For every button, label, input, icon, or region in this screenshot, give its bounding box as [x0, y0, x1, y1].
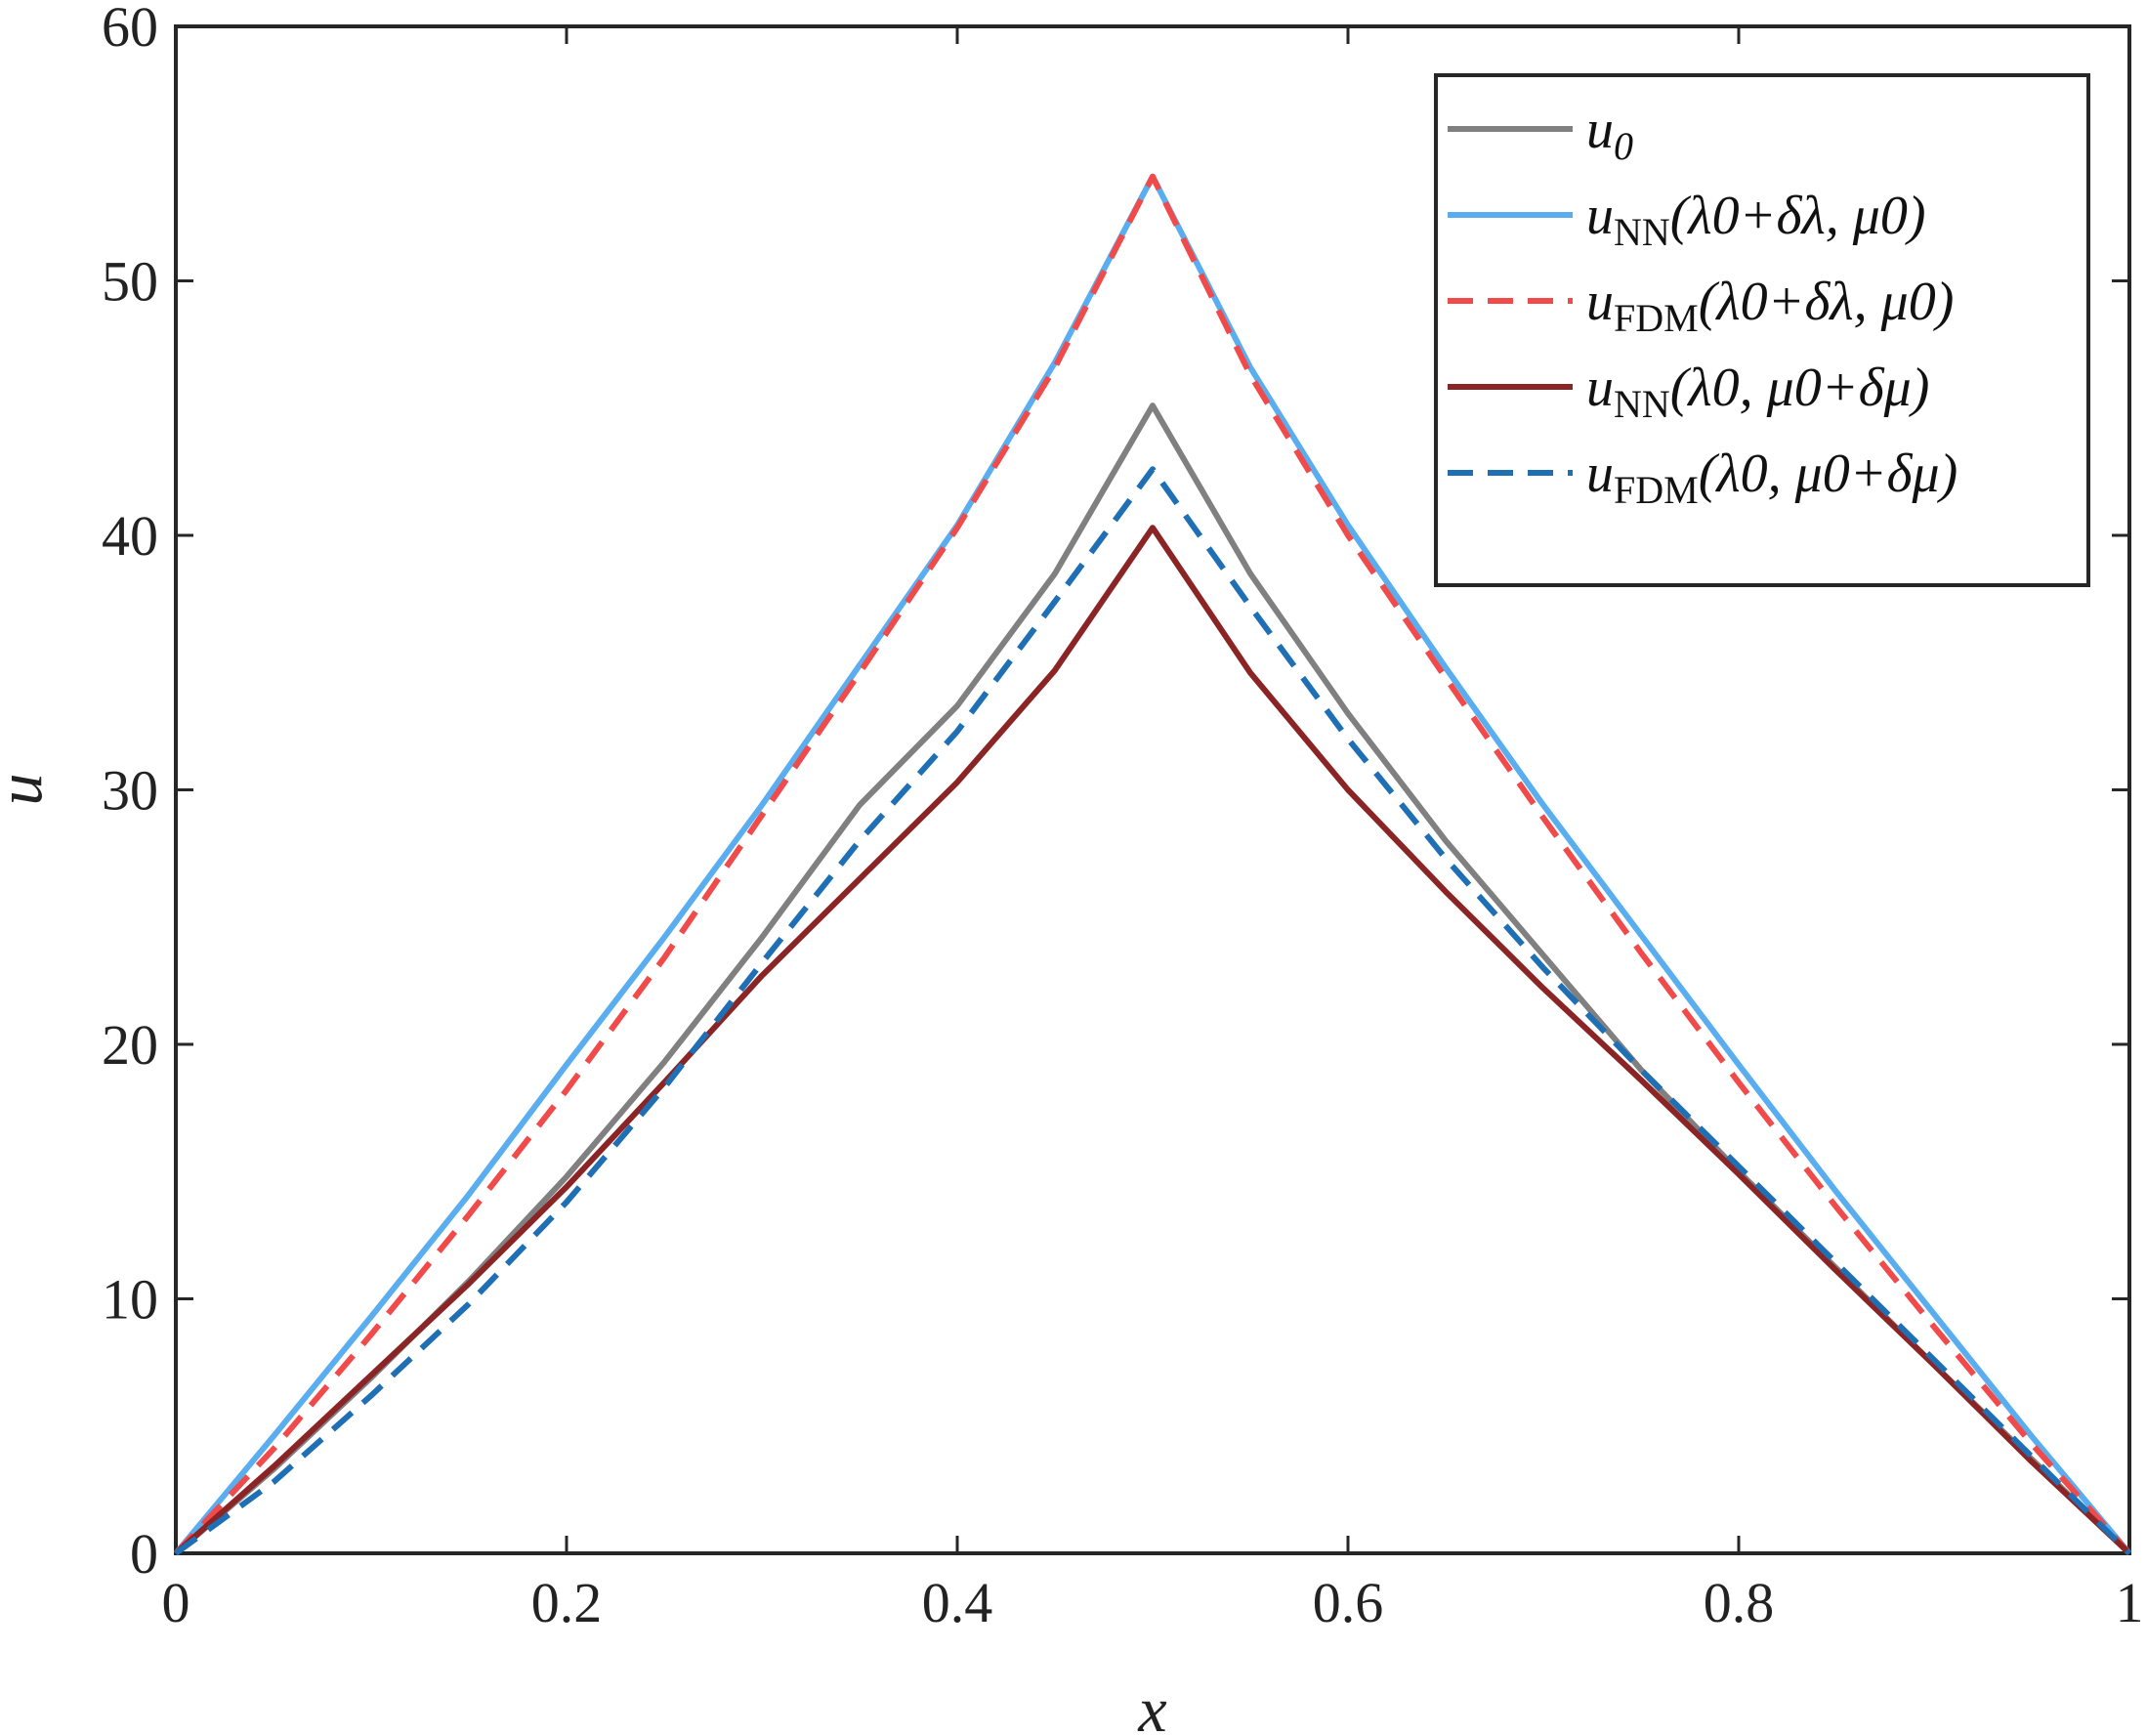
series-line-5 — [174, 466, 2132, 1556]
legend-box — [1434, 73, 2090, 587]
legend-label-3: uFDM(λ0+δλ, μ0) — [1586, 272, 1954, 340]
series-line-4 — [174, 525, 2132, 1556]
x-tick-label: 0.6 — [1313, 1571, 1384, 1634]
y-tick-label: 20 — [102, 1013, 158, 1077]
x-axis-label: x — [1137, 1674, 1166, 1736]
y-tick-label: 0 — [130, 1522, 158, 1586]
y-tick-label: 50 — [102, 250, 158, 314]
x-tick-label: 0.4 — [922, 1571, 993, 1634]
series-layer — [173, 173, 2132, 1556]
legend: u0 uNN(λ0+δλ, μ0) uFDM(λ0+δλ, μ0) uNN(λ0, μ… — [1434, 73, 2090, 587]
x-tick-label: 0 — [162, 1571, 190, 1634]
y-tick-label: 40 — [102, 504, 158, 568]
x-tick-label: 1 — [2116, 1571, 2144, 1634]
y-axis-label: u — [0, 774, 56, 806]
x-tick-label: 0.2 — [531, 1571, 603, 1634]
legend-label-5: uFDM(λ0, μ0+δμ) — [1586, 444, 1958, 512]
y-tick-label: 10 — [102, 1268, 158, 1332]
legend-label-1: u0 — [1586, 100, 1633, 168]
y-tick-label: 60 — [102, 0, 158, 59]
x-tick-label: 0.8 — [1704, 1571, 1775, 1634]
plot-area — [173, 24, 2132, 1556]
legend-label-4: uNN(λ0, μ0+δμ) — [1586, 358, 1929, 426]
legend-label-2: uNN(λ0+δλ, μ0) — [1586, 186, 1926, 254]
series-line-3 — [173, 173, 2132, 1556]
y-tick-label: 30 — [102, 759, 158, 823]
